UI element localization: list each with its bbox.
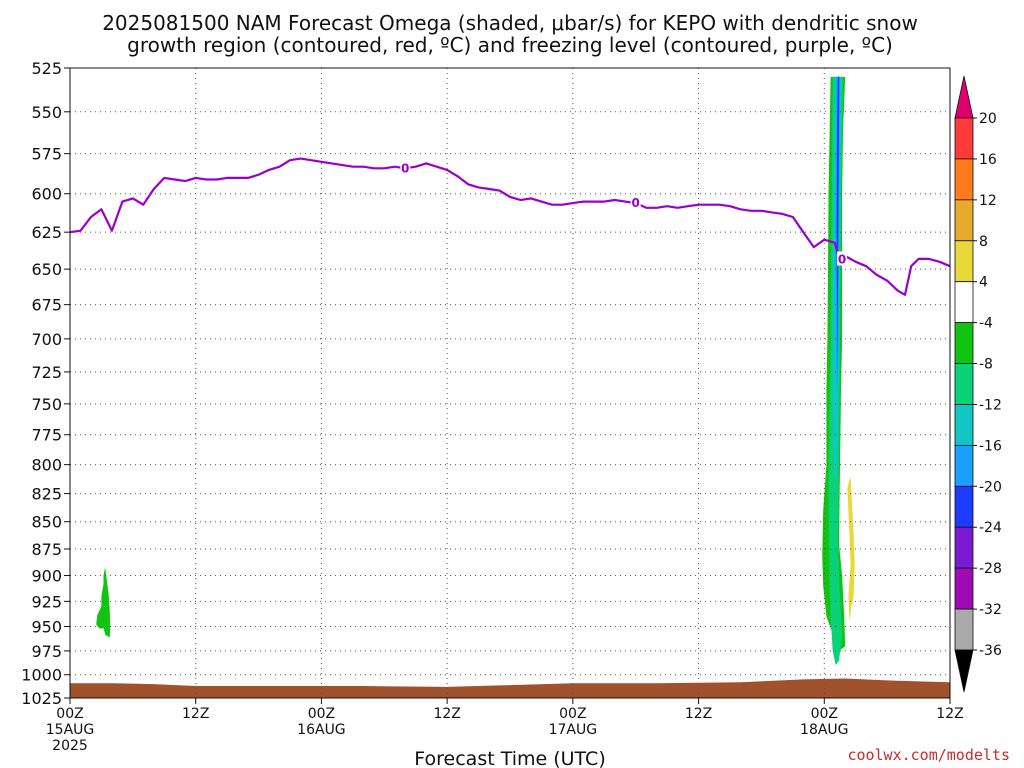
freezing-level-label-bg-2 — [837, 251, 848, 266]
y-tick-label-525: 525 — [31, 59, 62, 78]
x-tick-label-6-1: 18AUG — [800, 722, 849, 738]
x-tick-label-3-0: 12Z — [433, 706, 460, 722]
colorbar-label-5: -4 — [979, 316, 993, 332]
terrain-area — [70, 678, 950, 698]
colorbar-label-0: 20 — [979, 111, 997, 127]
colorbar-label-13: -36 — [979, 643, 1002, 659]
omega-region-5 — [836, 76, 840, 366]
colorbar-top-arrow — [954, 75, 974, 119]
y-tick-label-675: 675 — [31, 296, 62, 315]
colorbar-label-4: 4 — [979, 275, 988, 291]
omega-shading — [96, 76, 855, 666]
y-tick-label-575: 575 — [31, 145, 62, 164]
freezing-level-label-2: 0 — [838, 252, 846, 266]
y-tick-label-1000: 1000 — [21, 666, 62, 685]
colorbar-bin-8 — [954, 444, 974, 487]
x-axis-label: Forecast Time (UTC) — [414, 748, 605, 768]
y-tick-label-925: 925 — [31, 592, 62, 611]
y-axis-ticks: 525 550 575 600 625 650 675 700 725 750 775 800 825 8… — [21, 59, 70, 708]
colorbar-label-7: -12 — [979, 397, 1002, 413]
colorbar-bin-3 — [954, 240, 974, 283]
y-tick-label-825: 825 — [31, 485, 62, 504]
y-tick-label-950: 950 — [31, 617, 62, 636]
colorbar-label-2: 12 — [979, 193, 997, 209]
freezing-level-label-1: 0 — [632, 196, 640, 210]
grid-lines — [69, 67, 951, 699]
y-tick-label-850: 850 — [31, 513, 62, 532]
x-tick-label-0-1: 15AUG — [46, 722, 95, 738]
omega-region-0 — [96, 567, 111, 638]
freezing-level-label-0: 0 — [401, 161, 409, 175]
x-tick-label-4-0: 00Z — [559, 706, 586, 722]
freezing-level-label-bg-0 — [400, 160, 411, 175]
y-tick-label-650: 650 — [31, 260, 62, 279]
colorbar-label-9: -20 — [979, 479, 1002, 495]
colorbar-label-6: -8 — [979, 357, 993, 373]
y-tick-label-600: 600 — [31, 185, 62, 204]
terrain-fill — [70, 678, 950, 698]
colorbar-bin-12 — [954, 608, 974, 651]
omega-region-6 — [847, 476, 855, 622]
x-tick-label-1-0: 12Z — [182, 706, 209, 722]
x-tick-label-4-1: 17AUG — [549, 722, 598, 738]
colorbar-bottom-arrow — [954, 649, 974, 693]
colorbar-bin-7 — [954, 404, 974, 446]
credit-text: coolwx.com/modelts — [847, 746, 1010, 764]
freezing-level-label-bg-1 — [630, 195, 641, 210]
x-tick-label-5-0: 12Z — [685, 706, 712, 722]
colorbar-label-8: -16 — [979, 438, 1002, 454]
colorbar-bin-2 — [954, 199, 974, 242]
colorbar-label-11: -28 — [979, 561, 1002, 577]
colorbar-label-1: 16 — [979, 152, 997, 168]
y-tick-label-625: 625 — [31, 223, 62, 242]
colorbar-label-3: 8 — [979, 234, 988, 250]
y-tick-label-875: 875 — [31, 540, 62, 559]
colorbar-bin-11 — [954, 567, 974, 610]
y-tick-label-725: 725 — [31, 363, 62, 382]
x-tick-label-0-0: 00Z — [56, 706, 83, 722]
colorbar-bin-9 — [954, 485, 974, 528]
y-tick-label-550: 550 — [31, 103, 62, 122]
colorbar-bin-1 — [954, 158, 974, 201]
y-tick-label-700: 700 — [31, 330, 62, 349]
y-tick-label-975: 975 — [31, 642, 62, 661]
x-tick-label-2-0: 00Z — [308, 706, 335, 722]
y-tick-label-1025: 1025 — [21, 689, 62, 708]
colorbar-bin-10 — [954, 526, 974, 569]
chart-title-line2: growth region (contoured, red, ºC) and f… — [127, 33, 893, 57]
colorbar-bin-6 — [954, 363, 974, 405]
x-tick-label-2-1: 16AUG — [297, 722, 346, 738]
y-tick-label-775: 775 — [31, 426, 62, 445]
x-tick-label-0-2: 2025 — [52, 738, 88, 754]
x-tick-label-7-0: 12Z — [936, 706, 963, 722]
plot-frame — [69, 67, 951, 699]
y-tick-label-900: 900 — [31, 567, 62, 586]
colorbar-bin-4 — [954, 281, 974, 324]
x-tick-label-6-0: 00Z — [811, 706, 838, 722]
chart-title-line1: 2025081500 NAM Forecast Omega (shaded, μ… — [102, 11, 918, 35]
colorbar-bin-5 — [954, 322, 974, 364]
y-tick-label-800: 800 — [31, 456, 62, 475]
colorbar-bin-0 — [954, 117, 974, 160]
freezing-level-contour: 0 0 0 — [69, 157, 951, 296]
colorbar-label-12: -32 — [979, 602, 1002, 618]
freezing-level-line — [69, 157, 951, 296]
colorbar: 20 16 12 8 4 -4 -8 -12 -16 -20 -24 -28 -32 -36 — [954, 75, 1002, 693]
colorbar-label-10: -24 — [979, 520, 1002, 536]
y-tick-label-750: 750 — [31, 395, 62, 414]
